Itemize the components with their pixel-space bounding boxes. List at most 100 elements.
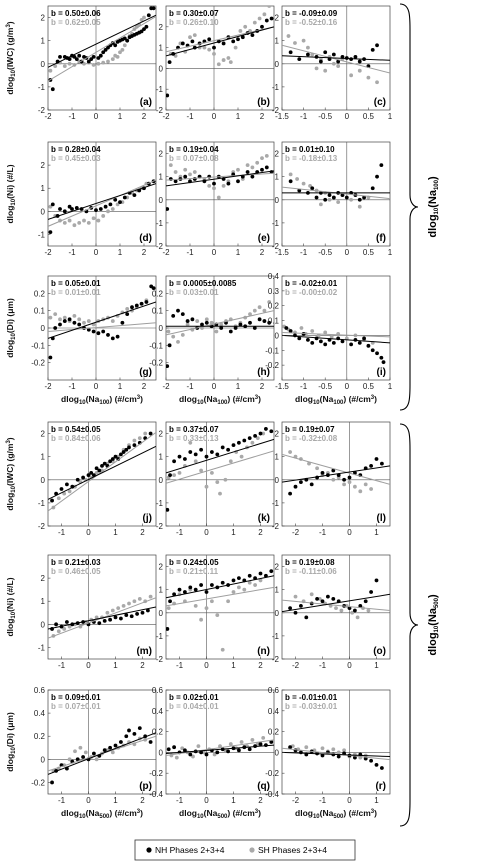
nh-point xyxy=(98,53,103,58)
sh-point xyxy=(193,459,198,464)
sh-point xyxy=(231,590,236,594)
nh-point xyxy=(113,454,118,459)
nh-fit-line xyxy=(282,751,390,758)
nh-point xyxy=(331,195,336,200)
nh-point xyxy=(336,59,341,64)
nh-point xyxy=(113,743,118,748)
sh-point xyxy=(210,470,214,475)
y-tick-label: -2 xyxy=(38,106,46,115)
sh-point xyxy=(262,12,267,17)
sh-point xyxy=(139,17,144,22)
sh-point xyxy=(288,172,293,177)
nh-point xyxy=(50,780,54,785)
nh-slope-annotation: b = -0.02±0.01 xyxy=(285,279,338,288)
y-tick-label: -0.1 xyxy=(31,341,45,350)
x-axis-label: dlog10(Na100) (#/cm3) xyxy=(179,394,261,406)
sh-fit-line xyxy=(48,15,156,82)
nh-point xyxy=(102,618,107,623)
nh-fit-line xyxy=(48,301,156,339)
nh-point xyxy=(375,351,379,356)
y-tick-label: -1 xyxy=(272,83,280,92)
y-tick-label: -1 xyxy=(272,632,280,641)
nh-point xyxy=(258,571,263,576)
nh-slope-annotation: b = 0.50±0.06 xyxy=(51,9,101,18)
y-tick-label: 2 xyxy=(41,161,46,170)
sh-point xyxy=(304,745,309,750)
panel-a: -2 -1 0 1 2 -2 -1 0 1 2 b = 0.50±0.06b = 0.62±0.05… xyxy=(38,5,157,121)
nh-point xyxy=(299,480,303,484)
sh-point xyxy=(193,603,198,608)
nh-point xyxy=(113,197,118,202)
nh-point xyxy=(119,616,123,621)
sh-point xyxy=(260,156,264,161)
x-tick-label: -2 xyxy=(292,796,300,805)
nh-point xyxy=(127,445,131,450)
sh-point xyxy=(78,745,83,750)
nh-point xyxy=(59,487,64,491)
nh-point xyxy=(188,752,193,757)
sh-point xyxy=(355,615,360,620)
nh-point xyxy=(65,482,69,487)
nh-point xyxy=(212,45,216,50)
nh-slope-annotation: b = 0.05±0.01 xyxy=(51,279,101,288)
nh-point xyxy=(122,36,127,41)
nh-point xyxy=(288,745,292,750)
nh-point xyxy=(166,747,171,752)
nh-point xyxy=(94,466,99,471)
nh-point xyxy=(148,431,153,436)
nh-point xyxy=(103,204,108,209)
sh-slope-annotation: b = 0.07±0.01 xyxy=(51,702,101,711)
sh-fit-line xyxy=(282,747,390,761)
sh-slope-annotation: b = 0.03±0.01 xyxy=(169,288,219,297)
nh-point xyxy=(210,583,214,587)
sh-point xyxy=(248,312,252,317)
y-tick-label: -0.2 xyxy=(31,778,45,787)
sh-point xyxy=(56,496,61,501)
sh-point xyxy=(110,608,115,613)
nh-point xyxy=(226,447,231,452)
nh-slope-annotation: b = 0.19±0.04 xyxy=(169,145,219,154)
x-tick-label: 1 xyxy=(374,661,379,670)
sh-point xyxy=(166,329,171,334)
nh-point xyxy=(124,613,129,617)
x-tick-label: 2 xyxy=(260,248,265,257)
sh-point xyxy=(329,335,334,339)
nh-point xyxy=(119,740,123,744)
sh-point xyxy=(226,599,231,604)
y-tick-label: 0.2 xyxy=(34,289,46,298)
panel-l: -2 -1 0 1 -2 -1 0 1 2 b = 0.19±0.07b = -0.32±0.08… xyxy=(272,421,391,537)
legend-sh-label: SH Phases 2+3+4 xyxy=(258,845,327,855)
nh-point xyxy=(91,329,96,334)
y-tick-label: 2 xyxy=(41,574,46,583)
sh-point xyxy=(369,487,373,491)
nh-point xyxy=(375,174,379,179)
x-tick-label: -0.5 xyxy=(318,112,332,121)
y-tick-label: 0.4 xyxy=(268,707,280,716)
nh-point xyxy=(137,726,142,731)
x-tick-label: -2 xyxy=(44,248,52,257)
y-tick-label: -2 xyxy=(272,242,280,251)
sh-slope-annotation: b = -0.11±0.06 xyxy=(285,567,337,576)
nh-fit-line xyxy=(166,26,274,57)
nh-point xyxy=(340,193,345,198)
nh-point xyxy=(86,59,91,64)
panel-letter: (a) xyxy=(140,97,152,108)
sh-point xyxy=(375,80,379,85)
x-tick-label: 2 xyxy=(260,112,265,121)
nh-point xyxy=(77,322,82,327)
nh-fit-line xyxy=(48,183,156,220)
y-tick-label: 0 xyxy=(41,620,46,629)
y-tick-label: 1 xyxy=(41,453,46,462)
sh-point xyxy=(253,583,257,587)
panel-b: -2 -1 0 1 2 -2 -1 0 1 2 b = 0.30±0.07b = 0.26±0.10… xyxy=(156,5,275,121)
nh-point xyxy=(207,174,212,179)
nh-point xyxy=(96,331,101,336)
group-label: dlog10(Na100) xyxy=(427,176,440,238)
nh-point xyxy=(48,355,53,360)
panel-frame xyxy=(47,141,157,247)
nh-point xyxy=(108,617,112,622)
nh-slope-annotation: b = 0.09±0.01 xyxy=(51,693,101,702)
sh-point xyxy=(252,20,257,25)
nh-slope-annotation: b = 0.37±0.07 xyxy=(169,425,219,434)
nh-point xyxy=(96,56,101,60)
